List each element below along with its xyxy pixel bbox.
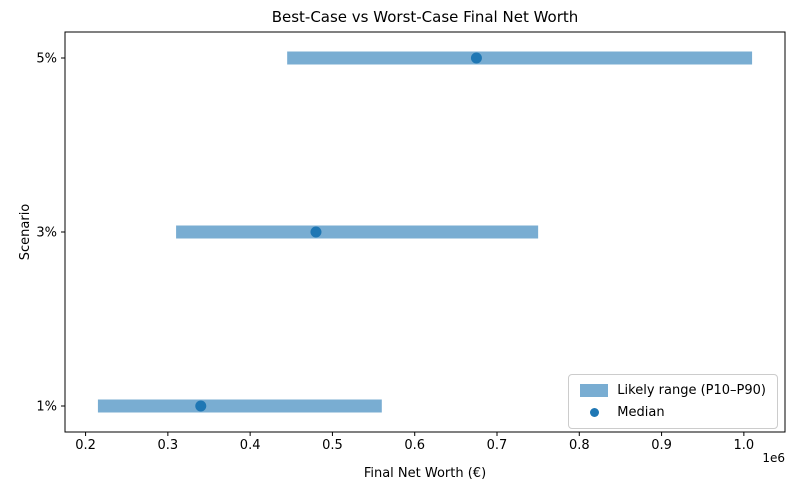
axis-offset-text: 1e6 (762, 451, 785, 465)
chart-title: Best-Case vs Worst-Case Final Net Worth (271, 8, 579, 26)
legend-median-label: Median (617, 405, 665, 420)
x-tick-label: 0.3 (158, 438, 179, 453)
x-tick-label: 0.2 (75, 438, 96, 453)
y-tick-label: 5% (36, 52, 57, 67)
x-tick-label: 0.4 (240, 438, 261, 453)
range-bar-3pct (176, 225, 539, 239)
legend-item-median: Median (580, 405, 766, 420)
x-tick-label: 0.8 (569, 438, 590, 453)
median-dot-icon (589, 408, 599, 417)
range-bar-swatch (580, 384, 609, 397)
legend-range-label: Likely range (P10–P90) (617, 383, 766, 398)
x-tick-label: 0.6 (404, 438, 425, 453)
legend-item-range: Likely range (P10–P90) (580, 383, 766, 398)
x-tick-label: 0.5 (322, 438, 343, 453)
x-axis-title: Final Net Worth (€) (363, 466, 487, 481)
y-tick-label: 1% (36, 400, 57, 415)
x-tick-label: 0.9 (651, 438, 672, 453)
range-bar-5pct (287, 51, 753, 65)
median-dot-swatch (580, 408, 608, 417)
range-bar-1pct (97, 399, 382, 413)
median-dot-3pct (310, 226, 322, 238)
median-dot-1pct (195, 400, 207, 412)
x-tick-label: 1.0 (734, 438, 755, 453)
median-dot-5pct (470, 52, 482, 64)
legend: Likely range (P10–P90) Median (568, 374, 778, 429)
x-tick-label: 0.7 (487, 438, 508, 453)
y-tick-label: 3% (36, 226, 57, 241)
